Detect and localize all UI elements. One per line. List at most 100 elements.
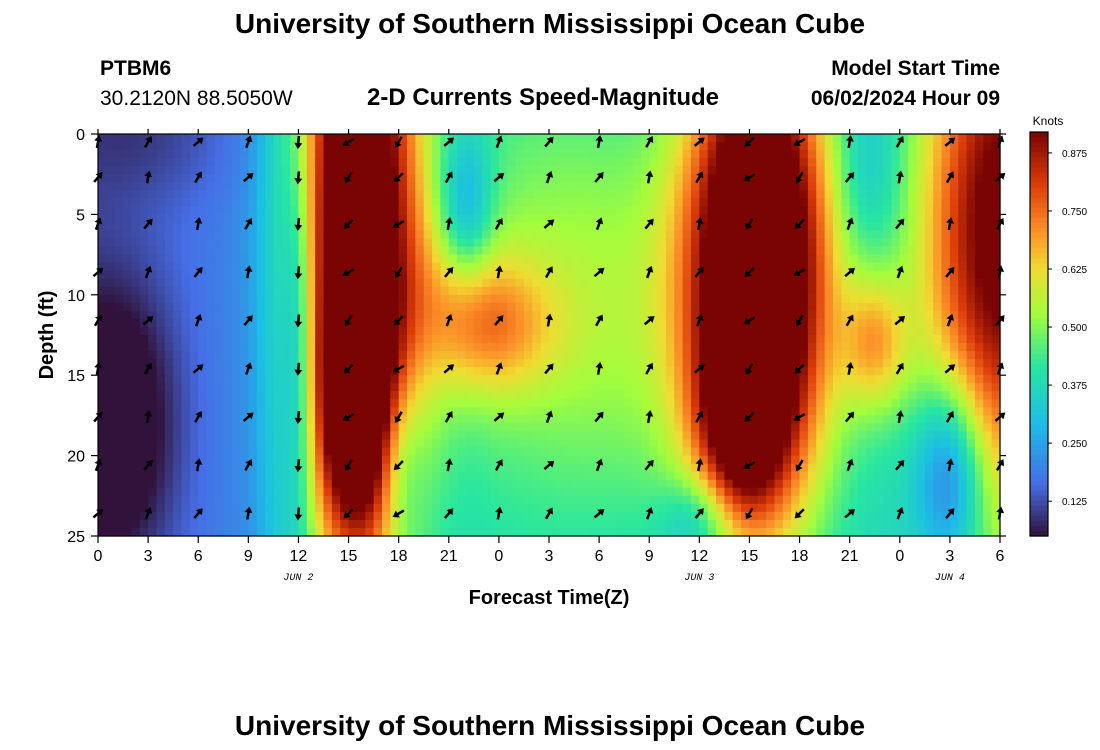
heatmap-cell (866, 503, 876, 513)
heatmap-cell (273, 286, 283, 296)
heatmap-cell (515, 383, 525, 392)
heatmap-cell (415, 375, 425, 384)
heatmap-cell (448, 375, 458, 384)
heatmap-cell (757, 359, 767, 368)
heatmap-cell (239, 142, 249, 151)
heatmap-cell (757, 511, 767, 521)
heatmap-cell (265, 206, 274, 215)
heatmap-cell (640, 166, 650, 175)
heatmap-cell (239, 214, 249, 224)
heatmap-cell (832, 503, 842, 513)
heatmap-cell (766, 519, 776, 529)
heatmap-cell (632, 527, 642, 537)
heatmap-cell (824, 407, 834, 416)
heatmap-cell (173, 262, 183, 272)
heatmap-cell (874, 214, 884, 224)
heatmap-cell (832, 206, 842, 215)
heatmap-cell (924, 286, 934, 296)
heatmap-cell (816, 206, 826, 215)
heatmap-cell (665, 198, 675, 207)
heatmap-cell (398, 487, 408, 497)
heatmap-cell (331, 318, 341, 328)
heatmap-cell (724, 519, 734, 529)
heatmap-cell (574, 294, 584, 304)
heatmap-cell (532, 278, 542, 288)
heatmap-cell (908, 479, 918, 489)
heatmap-cell (674, 463, 684, 473)
heatmap-cell (657, 254, 667, 264)
heatmap-cell (549, 238, 558, 248)
heatmap-cell (423, 294, 433, 304)
heatmap-cell (482, 439, 492, 449)
heatmap-cell (916, 511, 926, 521)
heatmap-cell (290, 318, 300, 328)
heatmap-cell (415, 270, 425, 280)
heatmap-cell (265, 463, 274, 473)
heatmap-cell (223, 182, 233, 191)
heatmap-cell (123, 326, 133, 336)
heatmap-cell (582, 134, 592, 143)
heatmap-cell (607, 166, 617, 175)
heatmap-cell (114, 511, 124, 521)
heatmap-cell (523, 367, 533, 376)
heatmap-cell (189, 431, 199, 441)
heatmap-cell (899, 383, 909, 392)
heatmap-cell (106, 367, 116, 376)
heatmap-cell (741, 278, 751, 288)
heatmap-cell (807, 222, 817, 232)
heatmap-cell (607, 270, 617, 280)
heatmap-cell (757, 310, 767, 320)
heatmap-cell (465, 519, 475, 529)
heatmap-cell (590, 455, 600, 465)
heatmap-cell (849, 246, 859, 256)
heatmap-cell (766, 391, 776, 400)
heatmap-cell (498, 190, 508, 199)
heatmap-cell (189, 278, 199, 288)
heatmap-cell (649, 479, 659, 489)
heatmap-cell (273, 222, 283, 232)
heatmap-cell (290, 134, 300, 143)
heatmap-cell (440, 519, 450, 529)
heatmap-cell (565, 343, 575, 352)
heatmap-cell (248, 158, 258, 167)
heatmap-cell (365, 278, 375, 288)
heatmap-cell (849, 463, 859, 473)
heatmap-cell (883, 270, 893, 280)
heatmap-cell (665, 479, 675, 489)
heatmap-cell (306, 230, 316, 240)
heatmap-cell (482, 487, 492, 497)
heatmap-cell (632, 198, 642, 207)
heatmap-cell (98, 479, 107, 489)
heatmap-cell (807, 399, 817, 408)
heatmap-cell (507, 294, 517, 304)
heatmap-cell (507, 391, 517, 400)
heatmap-cell (782, 495, 792, 505)
heatmap-cell (599, 150, 609, 159)
heatmap-cell (498, 439, 508, 449)
heatmap-cell (432, 214, 442, 224)
heatmap-cell (398, 230, 408, 240)
heatmap-cell (164, 222, 174, 232)
heatmap-cell (515, 206, 525, 215)
heatmap-cell (390, 399, 400, 408)
heatmap-cell (816, 302, 826, 312)
heatmap-cell (540, 335, 550, 344)
heatmap-cell (632, 214, 642, 224)
heatmap-cell (574, 367, 584, 376)
heatmap-cell (532, 407, 542, 416)
heatmap-cell (106, 214, 116, 224)
heatmap-cell (582, 527, 592, 537)
heatmap-cell (607, 423, 617, 433)
heatmap-cell (315, 190, 325, 199)
heatmap-cell (858, 343, 867, 352)
heatmap-cell (432, 359, 442, 368)
heatmap-cell (557, 391, 567, 400)
heatmap-cell (131, 399, 141, 408)
heatmap-cell (532, 503, 542, 513)
heatmap-cell (331, 286, 341, 296)
heatmap-cell (883, 439, 893, 449)
heatmap-cell (690, 471, 700, 481)
heatmap-cell (590, 222, 600, 232)
heatmap-cell (657, 270, 667, 280)
heatmap-cell (323, 463, 333, 473)
